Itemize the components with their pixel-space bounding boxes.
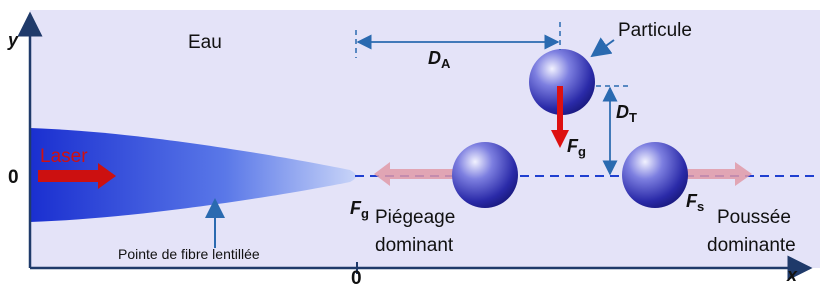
x-zero: 0 — [351, 268, 362, 284]
symbol: D — [616, 102, 629, 122]
laser-label: Laser — [40, 146, 88, 167]
subscript: g — [578, 144, 586, 159]
subscript: s — [697, 199, 704, 214]
fiber-label: Pointe de fibre lentillée — [118, 246, 260, 262]
push-regime-line2: dominante — [707, 235, 796, 256]
y-zero: 0 — [8, 167, 19, 188]
x-axis-label: x — [786, 265, 798, 284]
medium-label: Eau — [188, 32, 222, 53]
trap-regime-line2: dominant — [375, 235, 454, 256]
subscript: g — [361, 206, 369, 221]
particle-label: Particule — [618, 20, 692, 41]
diagram: y x 0 0 Eau Laser Pointe de fibre lentil… — [0, 0, 824, 284]
push-regime-line1: Poussée — [717, 207, 791, 228]
y-axis-label: y — [7, 30, 19, 50]
subscript: T — [629, 110, 637, 125]
particle-push — [622, 142, 688, 208]
subscript: A — [441, 56, 451, 71]
particle-trap — [452, 142, 518, 208]
symbol: D — [428, 48, 441, 68]
trap-regime-line1: Piégeage — [375, 207, 455, 228]
